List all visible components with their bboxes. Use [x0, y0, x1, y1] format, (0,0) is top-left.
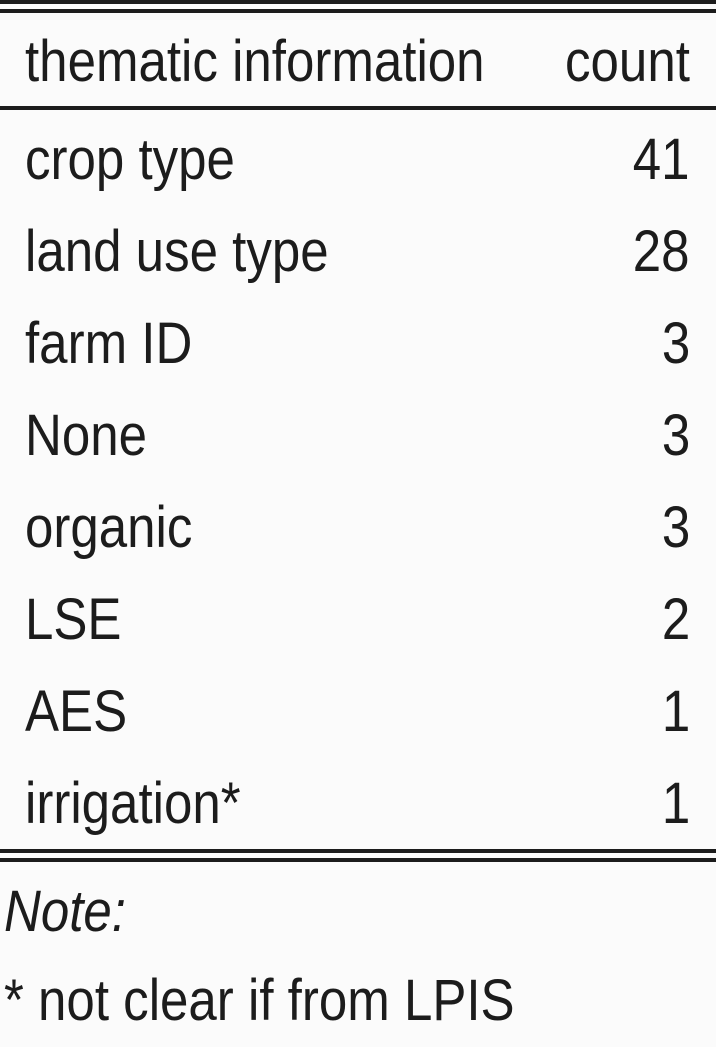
count-cell: 1 [661, 771, 690, 836]
top-rule-outer [0, 0, 716, 4]
thematic-cell: organic [25, 495, 193, 560]
count-cell: 3 [661, 403, 690, 468]
header-thematic-information: thematic information [25, 29, 485, 94]
thematic-cell: None [25, 403, 148, 468]
bottom-rule-inner [0, 849, 716, 853]
count-cell: 3 [661, 311, 690, 376]
thematic-cell: irrigation* [25, 771, 241, 836]
count-cell: 2 [661, 587, 690, 652]
note-label: Note: [4, 879, 127, 944]
thematic-cell: crop type [25, 127, 235, 192]
count-cell: 41 [633, 127, 690, 192]
header-rule [0, 106, 716, 110]
header-count: count [565, 29, 690, 94]
count-cell: 1 [661, 679, 690, 744]
count-cell: 3 [661, 495, 690, 560]
bottom-rule-outer [0, 858, 716, 862]
thematic-cell: farm ID [25, 311, 193, 376]
thematic-cell: AES [25, 679, 128, 744]
thematic-cell: LSE [25, 587, 122, 652]
count-cell: 28 [633, 219, 690, 284]
thematic-cell: land use type [25, 219, 329, 284]
top-rule-inner [0, 9, 716, 13]
note-text: * not clear if from LPIS [4, 968, 515, 1033]
